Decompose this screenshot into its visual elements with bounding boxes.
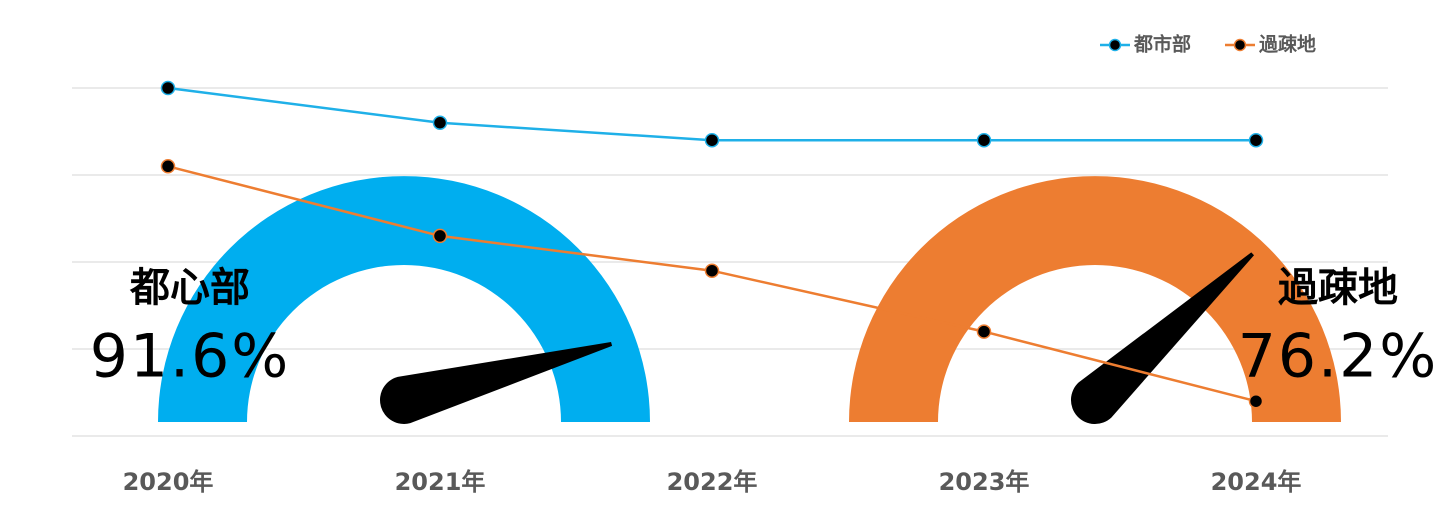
data-point [160, 159, 176, 174]
x-tick-label: 2022年 [667, 468, 758, 496]
x-tick-label: 2021年 [395, 468, 486, 496]
gauge-label: 都心部 [129, 265, 250, 311]
line-layer: 都市部 過疎地 [160, 33, 1316, 409]
legend-label: 過疎地 [1259, 33, 1316, 56]
legend-label: 都市部 [1133, 33, 1191, 56]
gauge-needle [380, 341, 613, 424]
gauge-label: 過疎地 [1278, 265, 1398, 311]
gauge-layer: 都心部 91.6% 過疎地 76.2% [90, 176, 1439, 425]
gauge-value: 91.6% [90, 322, 291, 392]
legend-marker [1233, 38, 1247, 52]
data-point [704, 132, 720, 148]
series-line [167, 86, 1256, 142]
x-tick-label: 2024年 [1211, 468, 1302, 496]
data-point [432, 115, 448, 131]
x-tick-label: 2020年 [123, 468, 214, 496]
data-point [976, 132, 992, 148]
data-point [160, 80, 176, 96]
x-tick-label: 2023年 [939, 468, 1030, 496]
data-point [976, 324, 992, 339]
data-point [432, 228, 448, 244]
data-point [1248, 132, 1264, 148]
legend-marker [1108, 38, 1122, 52]
gauge-arc [849, 176, 1341, 422]
data-point [704, 263, 720, 278]
gauge-needle [1070, 252, 1255, 425]
data-point [1248, 393, 1264, 409]
gauge-value: 76.2% [1238, 322, 1439, 392]
gauge-arc [158, 176, 650, 422]
